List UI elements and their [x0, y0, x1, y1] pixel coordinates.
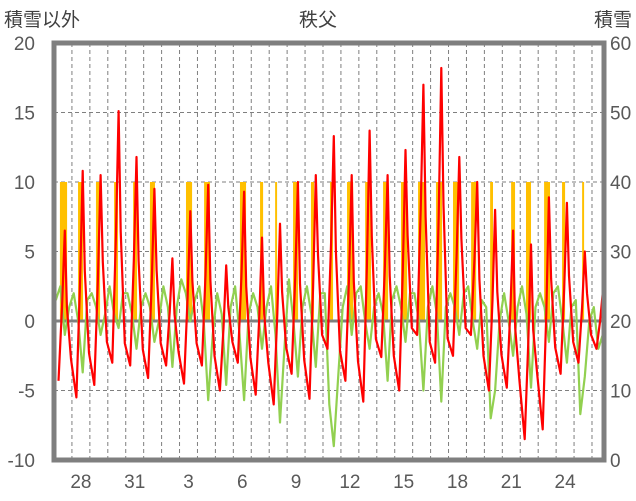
x-tick-label: 24: [555, 472, 577, 493]
orange-bar: [471, 182, 477, 321]
x-tick-label: 28: [70, 472, 91, 493]
green-series-line: [54, 278, 604, 448]
y-left-tick-label: -10: [8, 451, 35, 472]
x-tick-label: 18: [447, 472, 468, 493]
x-tick-label: 6: [237, 472, 248, 493]
x-tick-label: 9: [291, 472, 302, 493]
y-left-tick-label: 15: [14, 104, 35, 125]
y-right-tick-label: 20: [610, 312, 631, 333]
x-tick-label: 3: [183, 472, 194, 493]
orange-bar: [435, 182, 443, 321]
orange-bar: [275, 182, 278, 321]
y-left-tick-label: 20: [14, 34, 35, 55]
left-axis-title: 積雪以外: [4, 9, 80, 31]
y-right-tick-label: 50: [610, 104, 631, 125]
orange-bar: [582, 182, 585, 321]
y-right-tick-label: 40: [610, 173, 631, 194]
red-series-line: [57, 66, 604, 441]
chart-title: 秩父: [299, 9, 337, 31]
orange-bar: [490, 182, 493, 321]
y-right-tick-label: 0: [610, 451, 621, 472]
right-axis-title: 積雪: [594, 9, 632, 31]
x-tick-label: 31: [124, 472, 145, 493]
y-left-tick-label: 5: [24, 243, 35, 264]
y-left-tick-label: -5: [18, 382, 35, 403]
orange-bar: [418, 182, 426, 321]
x-tick-label: 12: [339, 472, 360, 493]
orange-bar: [525, 182, 532, 321]
orange-bar: [310, 182, 315, 321]
orange-bar: [562, 182, 566, 321]
y-left-tick-label: 0: [24, 312, 35, 333]
y-left-tick-label: 10: [14, 173, 35, 194]
plot-frame: [51, 40, 607, 463]
x-tick-label: 15: [393, 472, 414, 493]
y-right-tick-label: 60: [610, 34, 631, 55]
x-tick-label: 21: [501, 472, 522, 493]
y-right-tick-label: 30: [610, 243, 631, 264]
y-right-tick-label: 10: [610, 382, 631, 403]
